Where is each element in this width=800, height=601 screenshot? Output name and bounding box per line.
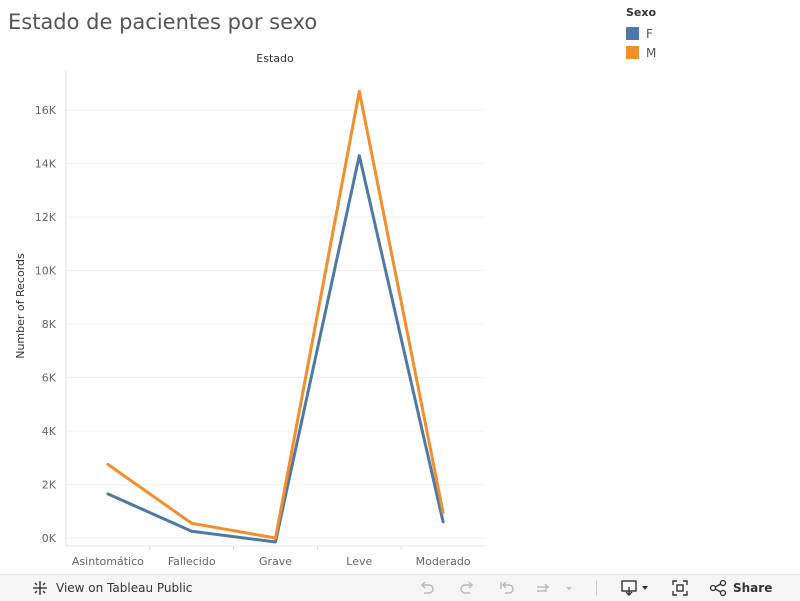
legend-swatch-m [626,46,639,59]
legend-swatch-f [626,27,639,40]
download-icon [621,580,648,596]
x-tick-label: Fallecido [168,555,216,568]
toolbar: View on Tableau Public [0,574,800,601]
y-tick-label: 0K [42,532,57,545]
refresh-icon [537,583,572,592]
share-icon [709,579,727,597]
share-label: Share [733,581,773,595]
y-tick-label: 14K [35,158,57,171]
line-chart: Estado 0K 2K 4K 6K 8K 10K 12K 14K 16K Asintomáti… [14,52,485,568]
series-line-f[interactable] [106,154,445,544]
legend-item-m[interactable]: M [626,43,656,62]
share-button[interactable]: Share [709,579,772,597]
redo-button[interactable] [458,579,476,597]
legend-item-f[interactable]: F [626,24,656,43]
x-tick-label: Asintomático [72,555,144,568]
tableau-logo-icon [32,580,48,596]
gridlines [65,70,485,547]
y-tick-label: 12K [35,211,57,224]
y-tick-label: 6K [42,372,57,385]
y-tick-label: 8K [42,318,57,331]
x-tick-label: Moderado [416,555,471,568]
view-on-tableau-label: View on Tableau Public [56,581,193,595]
y-tick-label: 16K [35,104,57,117]
legend: Sexo F M [626,6,656,62]
legend-title: Sexo [626,6,657,19]
column-header: Estado [256,52,294,65]
undo-button[interactable] [418,579,436,597]
toolbar-divider [596,580,598,596]
refresh-button[interactable] [535,579,573,597]
download-button[interactable] [620,579,652,597]
y-tick-label: 4K [42,425,57,438]
chart-title: Estado de pacientes por sexo [8,10,318,34]
legend-label-f: F [646,26,653,41]
fullscreen-button[interactable] [671,579,689,597]
view-on-tableau-link[interactable]: View on Tableau Public [32,580,192,596]
series-line-m[interactable] [106,89,445,540]
fullscreen-icon [672,580,688,596]
legend-label-m: M [646,45,657,60]
revert-button[interactable] [498,579,516,597]
x-tick-label: Leve [346,555,372,568]
series-lines[interactable] [106,89,445,544]
x-tick-label: Grave [259,555,292,568]
undo-icon [420,581,434,594]
redo-icon [460,581,474,594]
x-axis-ticks: Asintomático Fallecido Grave Leve Moderado [72,546,471,568]
revert-icon [500,581,514,594]
y-tick-label: 10K [35,265,57,278]
y-axis-label: Number of Records [14,253,27,359]
y-tick-label: 2K [42,478,57,491]
y-axis-ticks: 0K 2K 4K 6K 8K 10K 12K 14K 16K [35,104,57,545]
